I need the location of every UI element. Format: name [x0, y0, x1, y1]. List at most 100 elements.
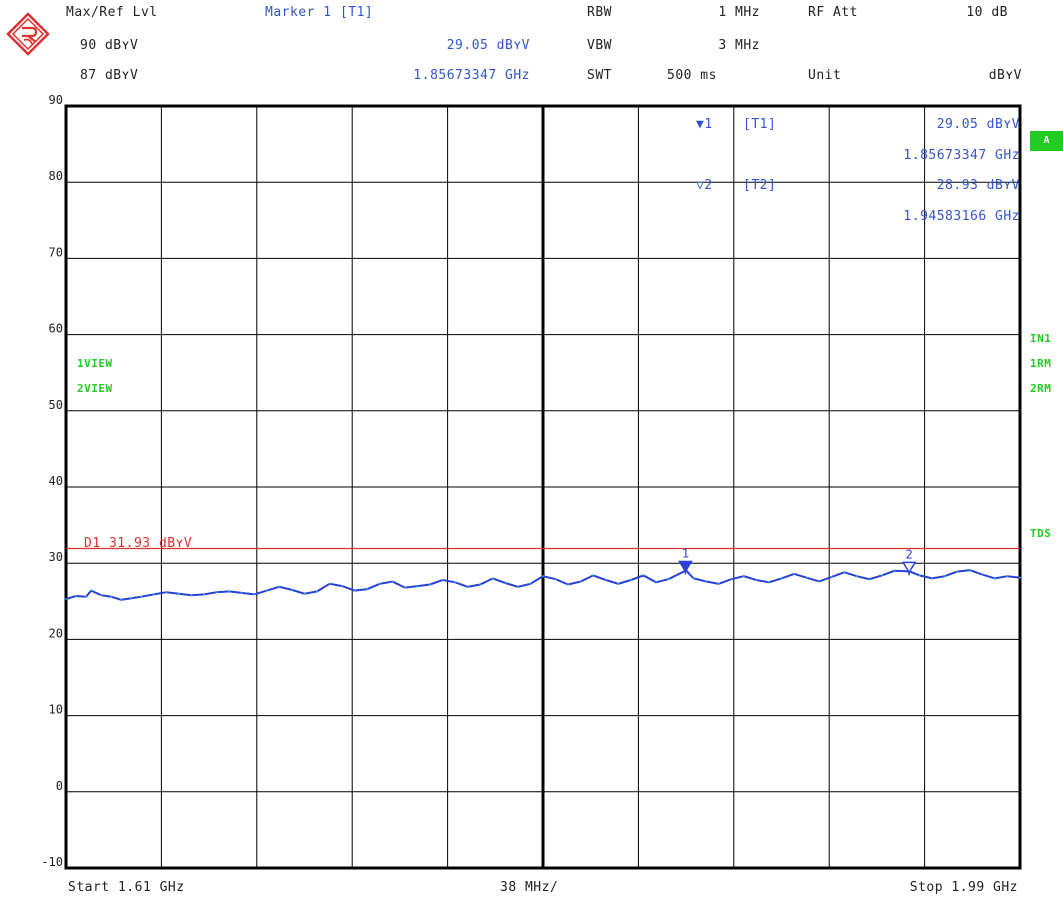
vbw-label: VBW — [587, 38, 612, 53]
rbw-label: RBW — [587, 5, 612, 20]
y-tick-label: 10 — [49, 703, 63, 717]
trace-point — [805, 576, 808, 579]
trace-point — [215, 591, 218, 594]
marker-1-number: 1 — [682, 546, 689, 560]
trace-point — [454, 581, 457, 584]
marker-2-triangle — [901, 561, 917, 574]
y-tick-label: 30 — [49, 550, 63, 564]
trace-point — [85, 595, 87, 598]
marker-1-frequency-readout: 1.85673347 GHz — [903, 148, 1020, 163]
trace-point — [353, 589, 356, 592]
vbw-value: 3 MHz — [718, 38, 760, 53]
trace-point — [692, 577, 695, 580]
trace-2-rm-label: 2RM — [1030, 382, 1052, 395]
y-tick-labels: 90 80 70 60 50 40 30 20 10 0 -10 — [41, 93, 63, 869]
trace-point — [956, 570, 959, 573]
marker-2-hollow-icon: ▽ — [696, 178, 705, 193]
trace-point — [830, 576, 833, 578]
marker-1-number: 1 — [704, 117, 713, 132]
trace-point — [1019, 576, 1021, 579]
y-tick-label: 80 — [49, 169, 63, 183]
trace-point — [341, 585, 344, 587]
trace-point — [190, 594, 193, 597]
trace-point — [120, 598, 123, 601]
trace-point — [303, 592, 306, 595]
trace-point — [228, 590, 231, 593]
rf-att-label: RF Att — [808, 5, 858, 20]
y-tick-label: 20 — [49, 626, 63, 640]
trace-point — [152, 593, 155, 596]
marker-label: Marker 1 [T1] — [265, 5, 374, 20]
unit-label: Unit — [808, 68, 842, 83]
trace-1-rm-label: 1RM — [1030, 357, 1052, 370]
trace-point — [265, 589, 268, 592]
marker-1-filled-icon: ▼ — [696, 117, 705, 132]
trace-point — [316, 590, 318, 593]
trace-point — [893, 569, 896, 572]
y-tick-label: 90 — [49, 93, 63, 107]
unit-value: dBʏV — [988, 68, 1022, 83]
trace-point — [378, 582, 381, 585]
trace-point — [881, 574, 883, 577]
trace-point — [416, 585, 419, 587]
swt-label: SWT — [587, 68, 612, 83]
trace-point — [968, 569, 971, 571]
trace-point — [642, 574, 645, 577]
trace-point — [391, 580, 394, 583]
trace-point — [491, 577, 494, 580]
trace-point — [479, 583, 482, 586]
trace-point — [554, 578, 557, 581]
marker-2-frequency-readout: 1.94583166 GHz — [903, 209, 1020, 224]
trace-point — [579, 580, 582, 583]
trace-point — [931, 577, 934, 580]
trace-point — [943, 575, 946, 578]
trace-point — [730, 578, 733, 581]
span-per-division: 38 MHz/ — [500, 880, 559, 895]
trace-point — [918, 574, 921, 577]
trace-point — [100, 594, 103, 597]
trace-point — [75, 595, 77, 597]
trace-point — [742, 575, 745, 578]
trace-point — [504, 582, 507, 584]
trace-point — [855, 575, 858, 578]
grid — [64, 104, 1022, 870]
maxref-value-2: 87 dBʏV — [80, 68, 139, 83]
trace-point — [366, 588, 369, 591]
marker-frequency: 1.85673347 GHz — [413, 68, 530, 83]
y-tick-label: 70 — [49, 245, 63, 259]
trace-point — [278, 585, 281, 588]
trace-point — [516, 585, 519, 588]
marker-1-level-readout: 29.05 dBʏV — [936, 117, 1020, 132]
trace-point — [140, 595, 143, 598]
trace-1-view-label: 1VIEW — [77, 357, 113, 370]
trace-point — [592, 574, 595, 577]
marker-2-level-readout: 28.93 dBʏV — [936, 178, 1020, 193]
trace-point — [717, 582, 720, 585]
display-line-label: D1 31.93 dBʏV — [84, 536, 193, 551]
y-tick-label: 40 — [49, 474, 63, 488]
marker-2-number: 2 — [704, 178, 713, 193]
input-1-label: IN1 — [1030, 332, 1052, 345]
trace-point — [328, 582, 331, 585]
trace-point — [793, 572, 795, 575]
trace-point — [843, 571, 846, 574]
trace-a-badge[interactable]: A — [1030, 131, 1063, 151]
start-frequency: Start 1.61 GHz — [68, 880, 185, 895]
trace-point — [404, 586, 406, 589]
trace-point — [617, 582, 620, 585]
marker-2-info: ▽2 — [696, 178, 713, 193]
trace-point — [542, 575, 544, 578]
marker-1-tag: [T1] — [743, 117, 777, 132]
y-tick-label: -10 — [41, 855, 63, 869]
trace-point — [90, 589, 93, 592]
trace-point — [993, 577, 996, 580]
trace-point — [240, 592, 243, 594]
trace-point — [705, 580, 708, 583]
y-tick-label: 0 — [56, 779, 63, 793]
y-tick-label: 60 — [49, 322, 63, 336]
trace-point — [65, 598, 67, 600]
trace-point — [110, 595, 113, 598]
trace-point — [981, 573, 984, 576]
